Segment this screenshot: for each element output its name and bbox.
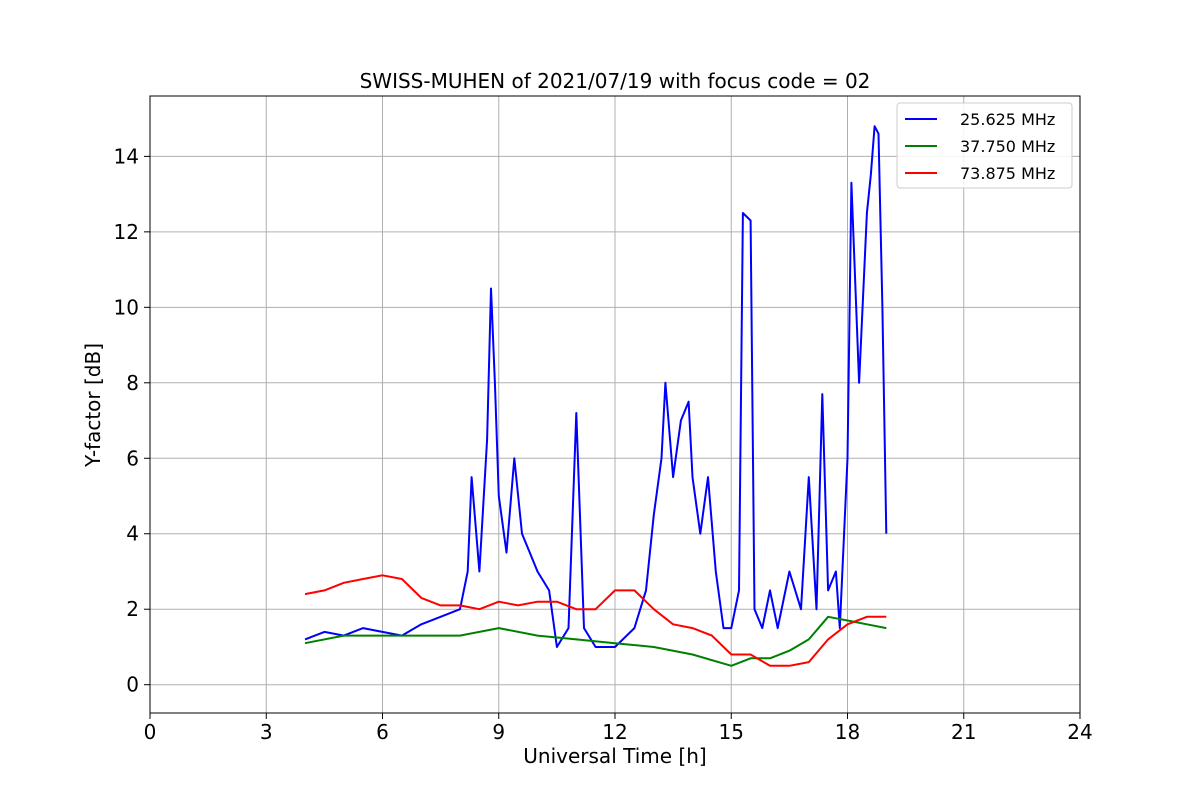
series-line-1 <box>304 125 888 648</box>
series-line-3 <box>304 574 887 667</box>
y-tick-label: 2 <box>126 597 139 621</box>
x-tick-label: 3 <box>260 720 273 744</box>
series-line-2 <box>304 615 887 667</box>
y-axis: 0 2 4 6 8 10 12 14 <box>114 144 150 697</box>
y-tick-label: 8 <box>126 371 139 395</box>
x-tick-label: 0 <box>144 720 157 744</box>
y-axis-label: Y-factor [dB] <box>81 343 105 468</box>
legend-box <box>896 102 1073 189</box>
plot-area <box>304 125 888 667</box>
legend-label: 37.750 MHz <box>960 137 1055 156</box>
chart-title: SWISS-MUHEN of 2021/07/19 with focus cod… <box>360 69 871 93</box>
legend: 25.625 MHz 37.750 MHz 73.875 MHz <box>896 102 1073 189</box>
legend-label: 25.625 MHz <box>960 110 1055 129</box>
x-tick-label: 12 <box>602 720 627 744</box>
y-tick-label: 4 <box>126 522 139 546</box>
x-axis-label: Universal Time [h] <box>523 744 706 768</box>
y-tick-label: 14 <box>114 144 139 168</box>
y-tick-label: 6 <box>126 446 139 470</box>
y-tick-label: 10 <box>114 295 139 319</box>
x-tick-label: 9 <box>492 720 505 744</box>
x-tick-label: 21 <box>951 720 976 744</box>
x-tick-label: 18 <box>835 720 860 744</box>
x-axis: 0 3 6 9 12 15 18 21 24 <box>144 713 1093 744</box>
x-tick-label: 15 <box>719 720 744 744</box>
x-tick-label: 24 <box>1067 720 1092 744</box>
y-tick-label: 0 <box>126 673 139 697</box>
y-tick-label: 12 <box>114 220 139 244</box>
legend-label: 73.875 MHz <box>960 164 1055 183</box>
x-tick-label: 6 <box>376 720 389 744</box>
